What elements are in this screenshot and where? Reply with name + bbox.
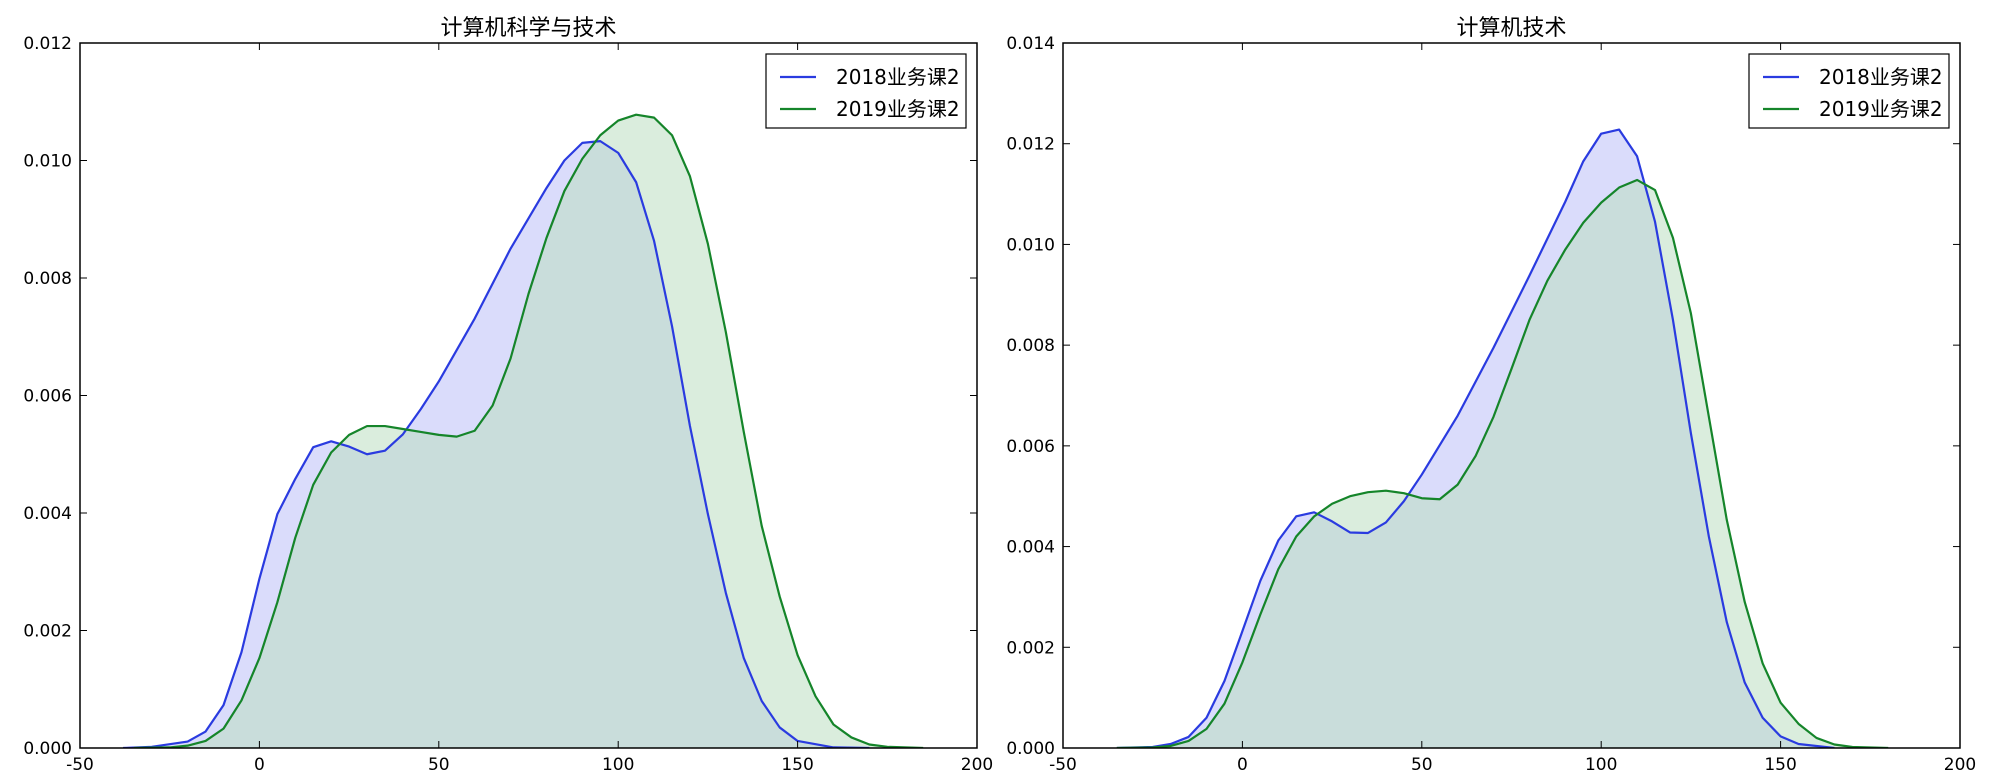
x-tick-label: 0 — [254, 755, 265, 775]
y-tick-label: 0.002 — [23, 622, 72, 642]
x-tick-label: 50 — [1411, 755, 1433, 775]
chart-title: 计算机科学与技术 — [440, 16, 616, 41]
y-tick-label: 0.000 — [1006, 739, 1055, 759]
x-tick-label: 200 — [1944, 755, 1976, 775]
x-tick-label: 50 — [428, 755, 450, 775]
y-tick-label: 0.006 — [23, 387, 72, 407]
y-tick-label: 0.008 — [23, 269, 72, 289]
y-tick-label: 0.004 — [23, 504, 72, 524]
legend-label-1: 2018业务课2 — [836, 65, 960, 89]
chart-2: -50 0 50 100 150 200 0.000 0.002 0.004 0.006 0.008… — [1006, 16, 1976, 775]
plot-area — [1116, 128, 1889, 748]
y-tick-label: 0.002 — [1006, 638, 1055, 658]
series-area-2 — [1116, 179, 1889, 748]
x-tick-label: 150 — [781, 755, 813, 775]
y-tick-label: 0.008 — [1006, 336, 1055, 356]
x-tick-label: 0 — [1237, 755, 1248, 775]
axes-frame — [1062, 42, 1961, 749]
y-tick-label: 0.014 — [1006, 34, 1055, 54]
legend-label-2: 2019业务课2 — [836, 97, 960, 121]
y-tick-label: 0.004 — [1006, 538, 1055, 558]
y-tick-label: 0.012 — [1006, 135, 1055, 155]
legend: 2018业务课2 2019业务课2 — [1748, 53, 1950, 129]
x-tick-label: -50 — [1049, 755, 1077, 775]
legend: 2018业务课2 2019业务课2 — [765, 53, 967, 129]
x-tick-label: 100 — [1585, 755, 1617, 775]
x-tick-label: 100 — [602, 755, 634, 775]
y-tick-label: 0.010 — [1006, 235, 1055, 255]
x-tick-label: -50 — [66, 755, 94, 775]
series-line-1 — [123, 140, 870, 748]
legend-box — [1748, 53, 1950, 129]
series-line-1 — [1116, 128, 1835, 748]
y-tick-label: 0.000 — [23, 739, 72, 759]
y-tick-label: 0.010 — [23, 152, 72, 172]
x-tick-label: 200 — [961, 755, 993, 775]
plot-area — [123, 113, 924, 748]
x-tick-label: 150 — [1764, 755, 1796, 775]
legend-box — [765, 53, 967, 129]
series-line-2 — [133, 113, 924, 748]
legend-label-2: 2019业务课2 — [1819, 97, 1943, 121]
chart-title: 计算机技术 — [1456, 16, 1566, 41]
legend-label-1: 2018业务课2 — [1819, 65, 1943, 89]
series-line-2 — [1116, 178, 1889, 748]
chart-1: -50 0 50 100 150 200 0.000 0.002 0.004 0.006 0.008… — [23, 16, 993, 775]
y-tick-label: 0.012 — [23, 34, 72, 54]
y-tick-label: 0.006 — [1006, 437, 1055, 457]
